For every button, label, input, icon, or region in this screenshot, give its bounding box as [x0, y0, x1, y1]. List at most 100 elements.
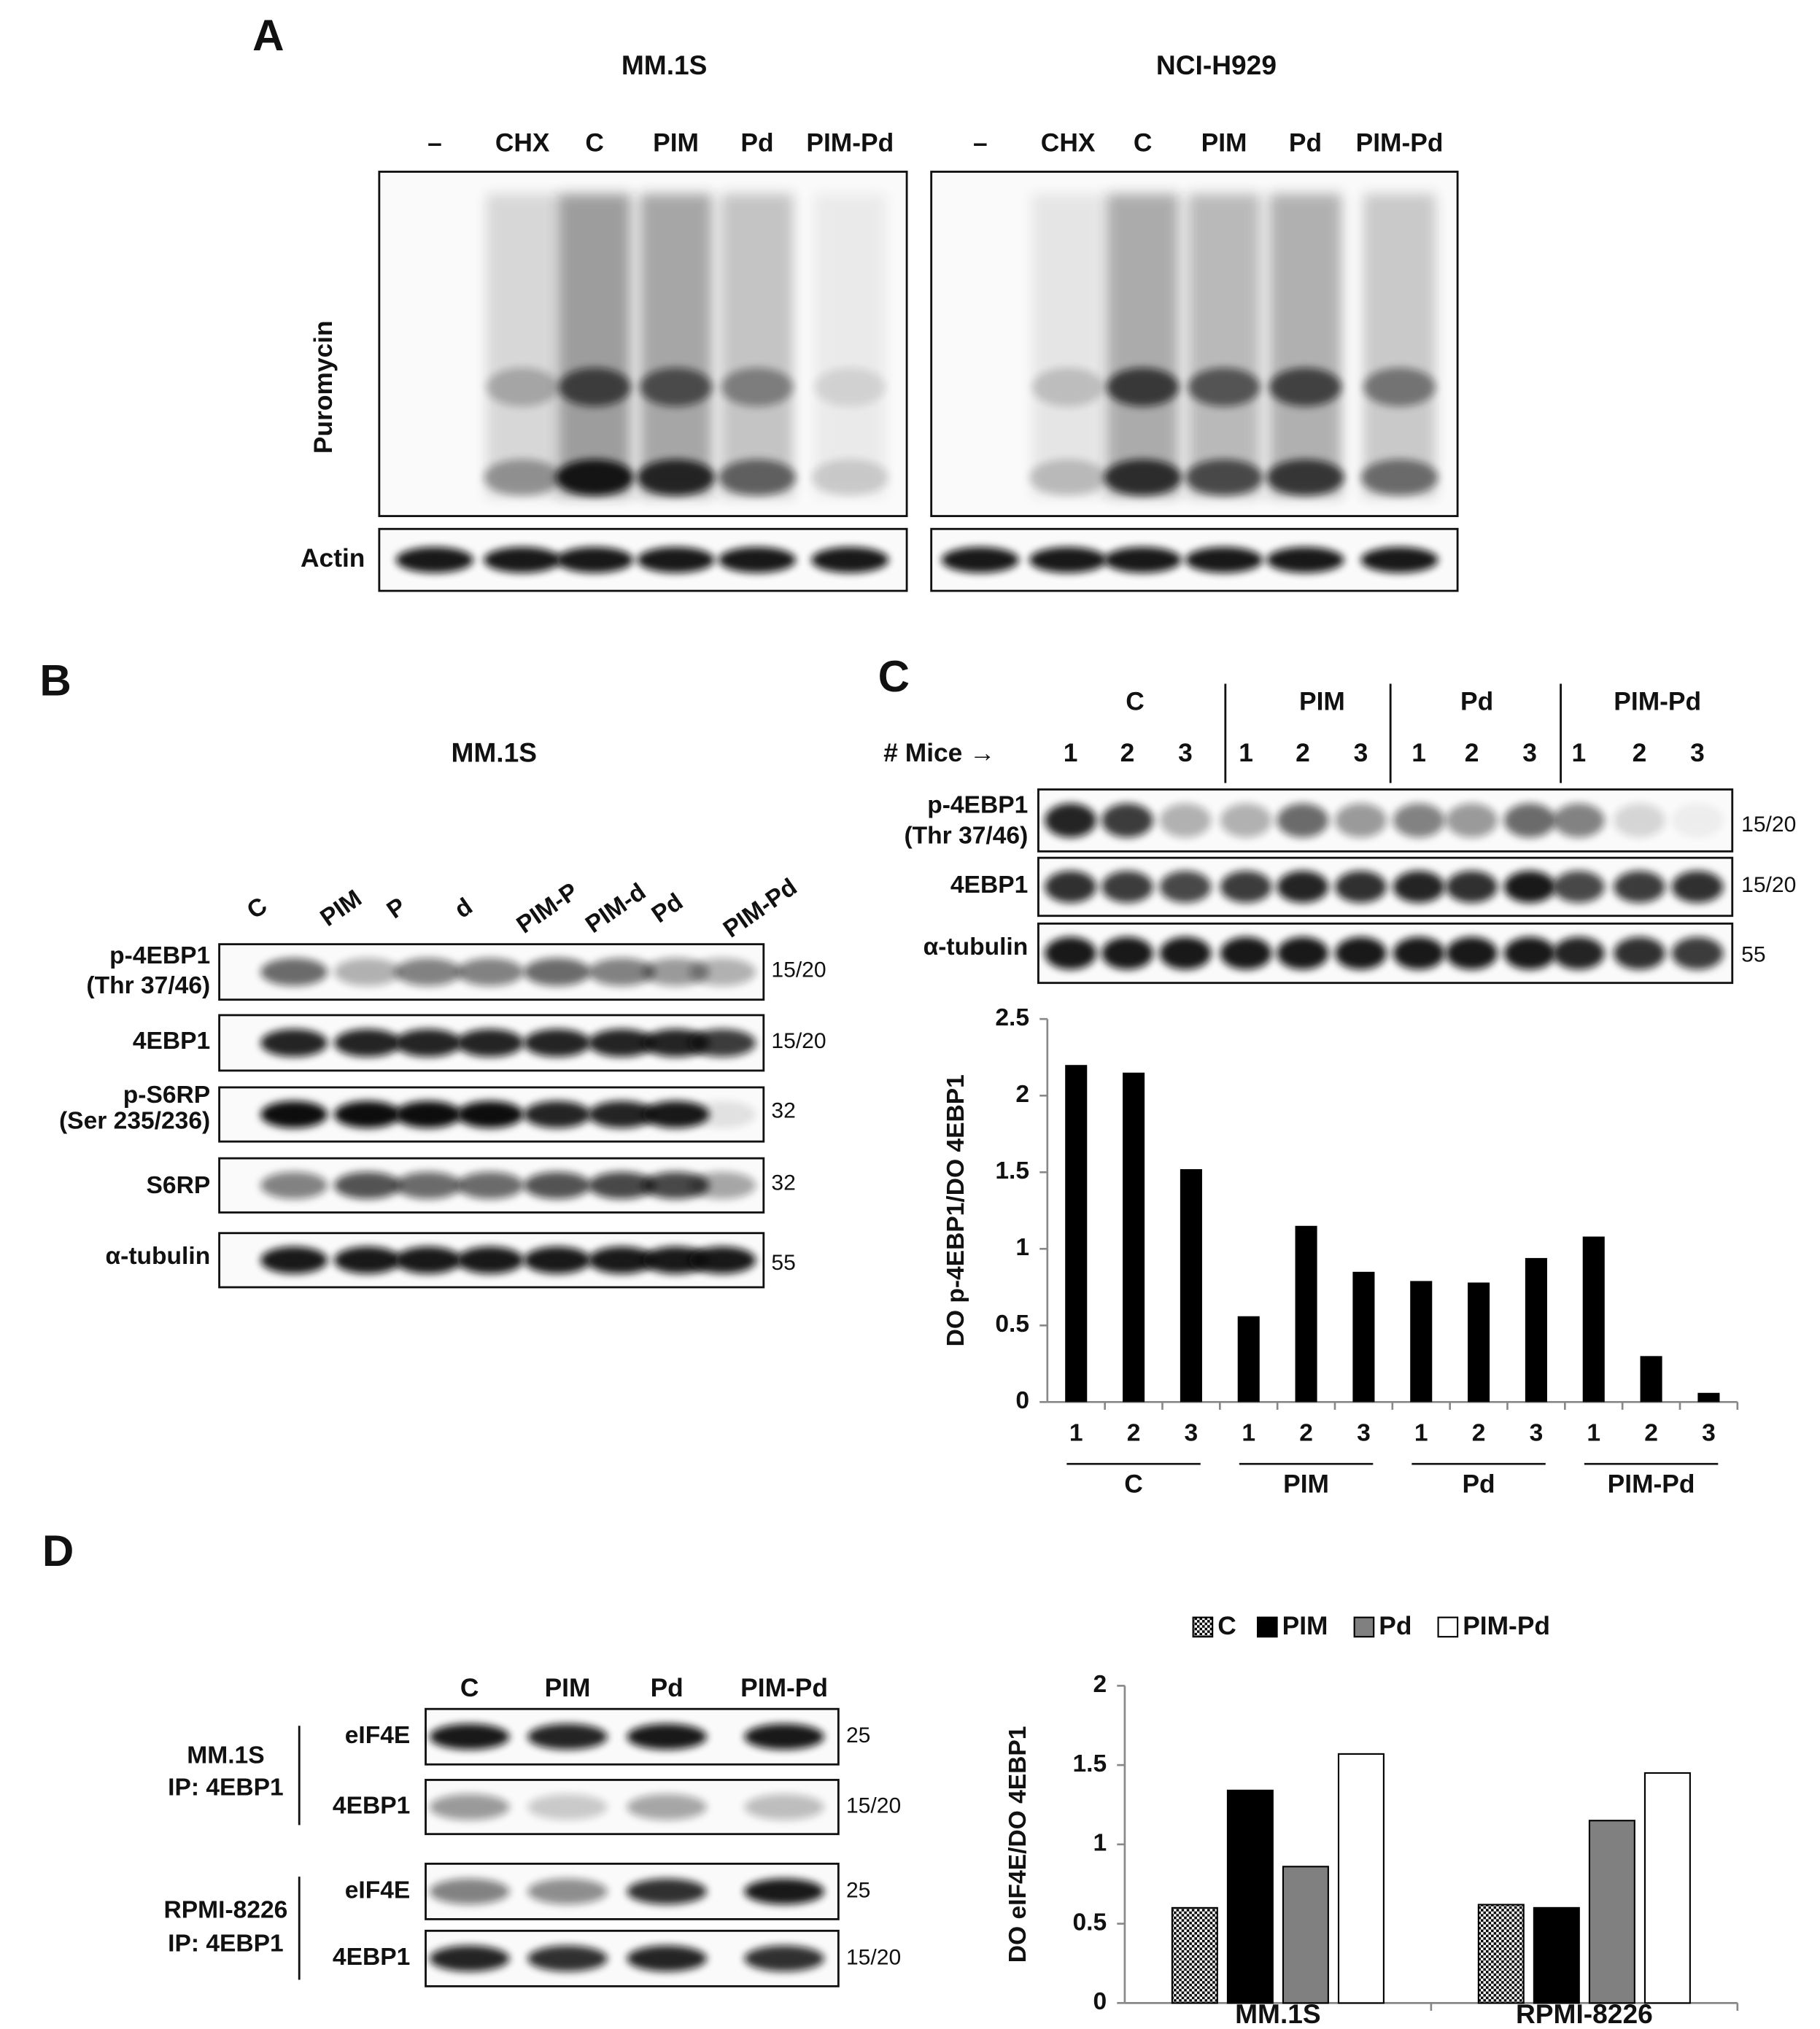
blot-band — [1266, 547, 1344, 573]
blot-band — [260, 1171, 328, 1199]
blot-band — [813, 368, 886, 407]
label: PIM — [1299, 687, 1345, 715]
blot-band — [1552, 936, 1605, 970]
label: 3 — [1178, 739, 1193, 767]
blot-band — [642, 958, 710, 986]
blot-smear — [486, 193, 559, 497]
blot-band — [1360, 547, 1438, 573]
blot-band — [1101, 803, 1153, 838]
blot-band — [333, 1171, 401, 1199]
bar — [1226, 1789, 1274, 2004]
blot-band — [1503, 936, 1556, 970]
blot-band — [484, 547, 562, 573]
blot-band — [1393, 871, 1445, 903]
label: PIM-Pd — [806, 129, 894, 158]
blot-smear — [1188, 193, 1261, 497]
bar — [1180, 1169, 1202, 1403]
label: PIM-Pd — [1608, 1470, 1695, 1499]
label: 2 — [1015, 1081, 1029, 1108]
blot-band — [484, 459, 562, 496]
label: 4EBP1 — [950, 872, 1028, 899]
label: 32 — [771, 1098, 795, 1122]
blot-band — [333, 958, 401, 986]
blot-band — [640, 368, 713, 407]
label: PIM — [545, 1674, 591, 1702]
blot-band — [718, 459, 797, 496]
label: (Ser 235/236) — [59, 1108, 210, 1135]
blot-band — [1045, 871, 1097, 903]
blot-band — [527, 1723, 608, 1750]
blot-band — [260, 1246, 328, 1274]
blot-band — [1185, 459, 1263, 496]
label: p-4EBP1 — [927, 791, 1028, 818]
blot-band — [1185, 547, 1263, 573]
label: 0.5 — [995, 1311, 1029, 1338]
label: 15/20 — [771, 958, 826, 982]
blot-band — [1159, 871, 1212, 903]
label: 3 — [1357, 1419, 1371, 1446]
label: 15/20 — [771, 1029, 826, 1053]
label: 2 — [1093, 1671, 1107, 1698]
blot-band — [642, 1101, 710, 1128]
blot-band — [1671, 871, 1724, 903]
blot-band — [1220, 871, 1272, 903]
label: 0 — [1093, 1988, 1107, 2015]
label: 2 — [1299, 1419, 1313, 1446]
blot-band — [1614, 936, 1665, 970]
blot-band — [941, 547, 1019, 573]
label: 2 — [1120, 739, 1135, 767]
bar — [1697, 1392, 1720, 1403]
blot-band — [1335, 871, 1387, 903]
blot-band — [1335, 803, 1387, 838]
label: 25 — [846, 1723, 870, 1747]
blot-band — [1104, 459, 1182, 496]
blot-band — [627, 1878, 708, 1905]
blot-band — [689, 1171, 756, 1199]
label: Pd — [651, 1674, 684, 1702]
blot-band — [395, 1171, 462, 1199]
label: 0 — [1015, 1387, 1029, 1414]
label: Pd — [1379, 1612, 1412, 1640]
blot-band — [642, 1246, 710, 1274]
blot-band — [429, 1945, 510, 1972]
blot-band — [1446, 803, 1498, 838]
blot-band — [1446, 936, 1498, 970]
label: Pd — [1289, 129, 1322, 158]
bar — [1582, 1236, 1605, 1403]
label: # Mice → — [883, 739, 995, 767]
blot-band — [1269, 368, 1341, 407]
bar — [1171, 1906, 1218, 2004]
blot-band — [523, 1028, 591, 1057]
blot-band — [1614, 803, 1665, 838]
label: 15/20 — [846, 1945, 901, 1969]
legend-swatch — [1437, 1616, 1459, 1638]
blot-band — [627, 1793, 708, 1820]
label: 2 — [1465, 739, 1479, 767]
label: 2 — [1644, 1419, 1658, 1446]
label: 2 — [1296, 739, 1310, 767]
label: PIM-P — [512, 878, 584, 939]
label: C — [1124, 1470, 1143, 1499]
label: d — [450, 893, 478, 924]
label: 1 — [1572, 739, 1587, 767]
bar — [1065, 1065, 1088, 1403]
blot-band — [1266, 459, 1344, 496]
label: 1 — [1412, 739, 1426, 767]
label: (Thr 37/46) — [904, 823, 1028, 850]
label: 4EBP1 — [333, 1944, 410, 1971]
blot-band — [718, 547, 797, 573]
label: MM.1S — [451, 737, 537, 768]
blot-smear — [1269, 193, 1341, 497]
label: C — [878, 652, 910, 701]
label: P — [382, 893, 411, 924]
blot-band — [395, 958, 462, 986]
label: C — [1126, 687, 1145, 715]
blot-band — [1446, 871, 1498, 903]
blot-smear — [1363, 193, 1436, 497]
label: Pd — [740, 129, 773, 158]
label: p-S6RP — [123, 1082, 210, 1109]
blot-band — [456, 958, 524, 986]
legend-swatch — [1353, 1616, 1375, 1638]
blot-band — [429, 1878, 510, 1905]
